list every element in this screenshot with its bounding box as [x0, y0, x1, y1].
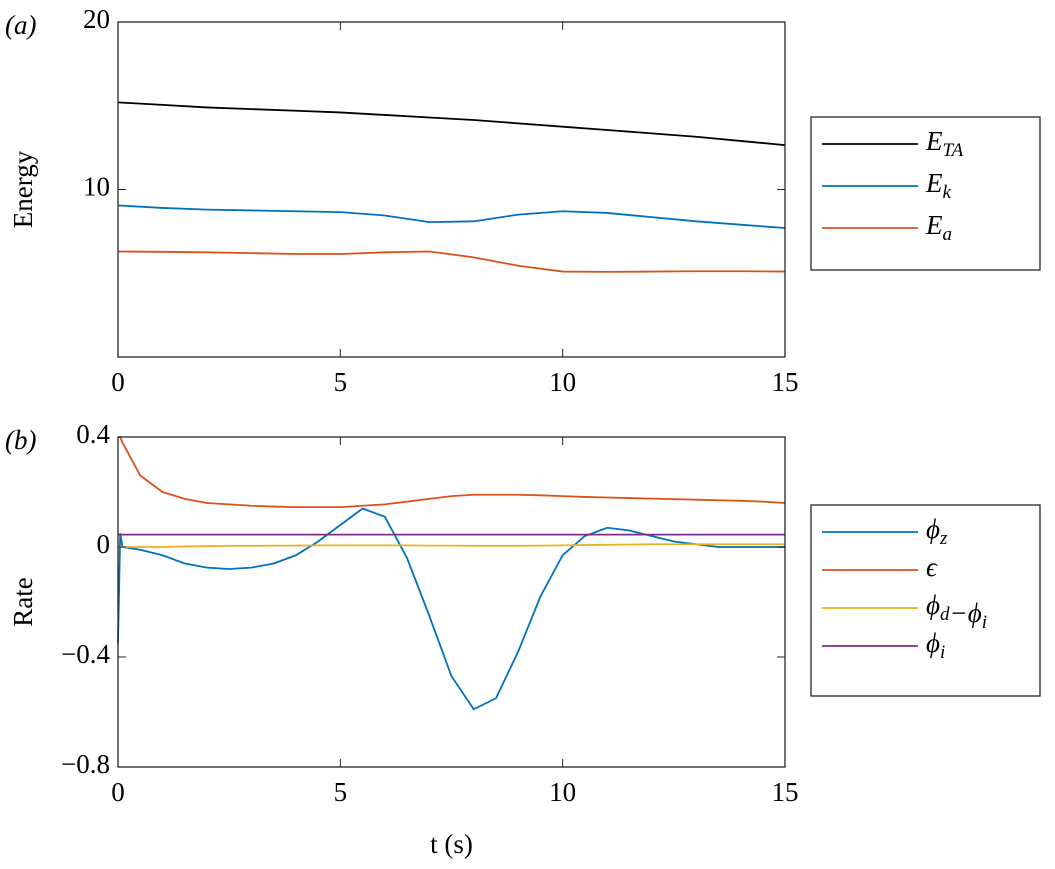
legend-entry: ϕi — [926, 628, 945, 663]
legend-entry: ϵ — [926, 552, 938, 582]
series-line — [117, 204, 786, 229]
x-tick-label: 0 — [111, 367, 125, 397]
y-axis-label: Energy — [8, 150, 38, 228]
y-tick-label: 0 — [97, 529, 111, 559]
x-tick-label: 15 — [772, 777, 799, 807]
legend-entry: ETA — [925, 126, 964, 161]
legend-entry: Ek — [925, 168, 952, 203]
plot-area — [118, 437, 785, 767]
x-tick-label: 10 — [549, 777, 576, 807]
x-tick-label: 5 — [334, 367, 348, 397]
axes-frame — [117, 436, 786, 768]
series-line — [117, 250, 786, 273]
y-tick-label: 10 — [83, 172, 110, 202]
series-line — [117, 507, 785, 711]
legend-entry: ϕd−ϕi — [926, 590, 987, 633]
series-line — [118, 543, 785, 548]
x-tick-label: 10 — [549, 367, 576, 397]
y-tick-label: 20 — [83, 4, 110, 34]
x-axis-label: t (s) — [430, 829, 473, 859]
legend-box — [810, 504, 1041, 697]
series-line — [118, 436, 786, 509]
y-tick-label: −0.8 — [61, 749, 110, 779]
legend-box — [810, 116, 1041, 271]
legend-entry: Ea — [925, 210, 952, 245]
x-tick-label: 0 — [111, 777, 125, 807]
panel-label: (a) — [5, 10, 36, 40]
y-tick-label: −0.4 — [61, 639, 110, 669]
x-tick-label: 15 — [772, 367, 799, 397]
series-line — [117, 101, 786, 147]
panel-label: (b) — [5, 425, 36, 455]
legend-entry: ϕz — [926, 514, 948, 549]
x-tick-label: 5 — [334, 777, 348, 807]
plot-area — [118, 22, 785, 357]
y-tick-label: 0.4 — [76, 419, 110, 449]
y-axis-label: Rate — [8, 577, 38, 626]
